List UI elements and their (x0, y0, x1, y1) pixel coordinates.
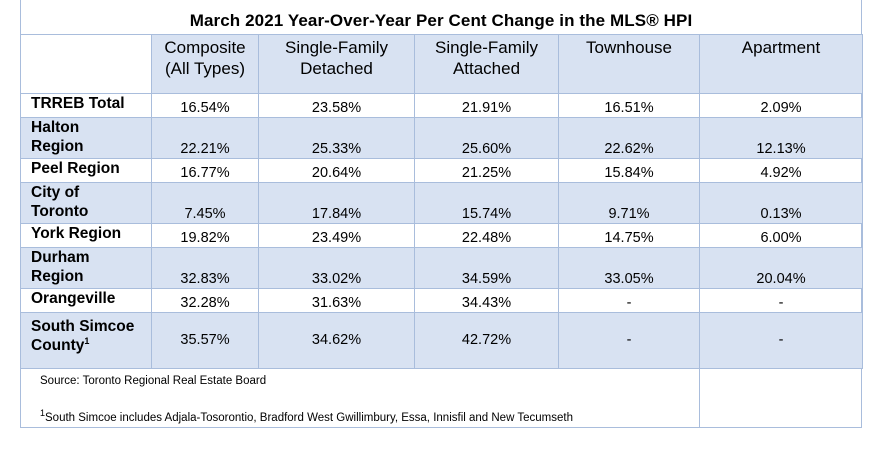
table-row: York Region 19.82% 23.49% 22.48% 14.75% … (20, 223, 863, 248)
row-header: City of Toronto (20, 182, 152, 224)
table-row: TRREB Total 16.54% 23.58% 21.91% 16.51% … (20, 93, 863, 118)
row-header-line: TRREB Total (31, 95, 125, 112)
row-header-line: Region (31, 268, 84, 285)
row-header: York Region (20, 223, 152, 248)
table-title: March 2021 Year-Over-Year Per Cent Chang… (189, 11, 693, 30)
row-header-line: York Region (31, 225, 122, 242)
value-cell: 33.02% (258, 247, 415, 289)
value-cell: 6.00% (699, 223, 863, 248)
value-cell: - (699, 288, 863, 313)
column-header-line: Detached (300, 59, 373, 78)
row-header-line: Peel Region (31, 160, 120, 177)
column-header-line: (All Types) (165, 59, 245, 78)
column-header-townhouse: Townhouse (558, 34, 700, 94)
value-cell: 34.59% (414, 247, 559, 289)
value-cell: 21.91% (414, 93, 559, 118)
column-header-composite: Composite (All Types) (151, 34, 259, 94)
value-cell: 34.43% (414, 288, 559, 313)
value-cell: 42.72% (414, 312, 559, 369)
value-cell: 15.84% (558, 158, 700, 183)
column-header-line: Single-Family (435, 38, 538, 57)
table-row: Durham Region 32.83% 33.02% 34.59% 33.05%… (20, 247, 863, 289)
value-cell: 9.71% (558, 182, 700, 224)
table-row: South Simcoe County1 35.57% 34.62% 42.72%… (20, 312, 863, 369)
value-cell: 21.25% (414, 158, 559, 183)
notes-section: Source: Toronto Regional Real Estate Boa… (20, 369, 700, 428)
value-cell: 4.92% (699, 158, 863, 183)
value-cell: 2.09% (699, 93, 863, 118)
table-row: Orangeville 32.28% 31.63% 34.43% - - (20, 288, 863, 313)
table-row: Peel Region 16.77% 20.64% 21.25% 15.84% … (20, 158, 863, 183)
value-cell: - (699, 312, 863, 369)
value-cell: 32.28% (151, 288, 259, 313)
value-cell: 22.21% (151, 117, 259, 159)
value-cell: 19.82% (151, 223, 259, 248)
column-header-line: Townhouse (585, 38, 672, 57)
source-note: Source: Toronto Regional Real Estate Boa… (40, 375, 267, 387)
column-header-line: Apartment (741, 38, 821, 57)
footnote: 1South Simcoe includes Adjala-Tosorontio… (40, 409, 573, 424)
value-cell: 16.51% (558, 93, 700, 118)
footnote-text: South Simcoe includes Adjala-Tosorontio,… (45, 412, 573, 424)
row-header-line: City of (31, 184, 80, 201)
value-cell: 15.74% (414, 182, 559, 224)
column-header-single-family-detached: Single-Family Detached (258, 34, 415, 94)
value-cell: 12.13% (699, 117, 863, 159)
row-header-line: County (31, 337, 85, 354)
row-header-line: South Simcoe (31, 318, 135, 335)
table-row: City of Toronto 7.45% 17.84% 15.74% 9.71%… (20, 182, 863, 224)
row-header: South Simcoe County1 (20, 312, 152, 369)
hpi-change-table: Composite (All Types) Single-Family Deta… (20, 34, 863, 369)
column-header-line: Single-Family (285, 38, 388, 57)
value-cell: 23.49% (258, 223, 415, 248)
value-cell: 22.48% (414, 223, 559, 248)
value-cell: - (558, 312, 700, 369)
value-cell: 25.60% (414, 117, 559, 159)
header-row: Composite (All Types) Single-Family Deta… (20, 34, 863, 94)
row-header: TRREB Total (20, 93, 152, 118)
column-header-line: Composite (164, 38, 246, 57)
table-row: Halton Region 22.21% 25.33% 25.60% 22.62%… (20, 117, 863, 159)
value-cell: 25.33% (258, 117, 415, 159)
row-header: Peel Region (20, 158, 152, 183)
row-header: Halton Region (20, 117, 152, 159)
value-cell: 16.54% (151, 93, 259, 118)
value-cell: 20.64% (258, 158, 415, 183)
corner-cell (20, 34, 152, 94)
column-header-apartment: Apartment (699, 34, 863, 94)
value-cell: 16.77% (151, 158, 259, 183)
row-header: Durham Region (20, 247, 152, 289)
column-header-line: Attached (452, 59, 521, 78)
row-header: Orangeville (20, 288, 152, 313)
row-header-line: Halton (31, 119, 80, 136)
row-header-line: Toronto (31, 203, 89, 220)
row-header-line: Orangeville (31, 290, 116, 307)
value-cell: 23.58% (258, 93, 415, 118)
value-cell: 14.75% (558, 223, 700, 248)
footnote-marker: 1 (40, 408, 46, 419)
value-cell: 33.05% (558, 247, 700, 289)
value-cell: 20.04% (699, 247, 863, 289)
value-cell: 34.62% (258, 312, 415, 369)
value-cell: 31.63% (258, 288, 415, 313)
row-header-line: Durham (31, 249, 90, 266)
value-cell: 17.84% (258, 182, 415, 224)
value-cell: 22.62% (558, 117, 700, 159)
value-cell: 0.13% (699, 182, 863, 224)
value-cell: 35.57% (151, 312, 259, 369)
footnote-marker: 1 (84, 335, 90, 346)
column-header-single-family-attached: Single-Family Attached (414, 34, 559, 94)
value-cell: - (558, 288, 700, 313)
row-header-line: Region (31, 138, 84, 155)
value-cell: 7.45% (151, 182, 259, 224)
value-cell: 32.83% (151, 247, 259, 289)
